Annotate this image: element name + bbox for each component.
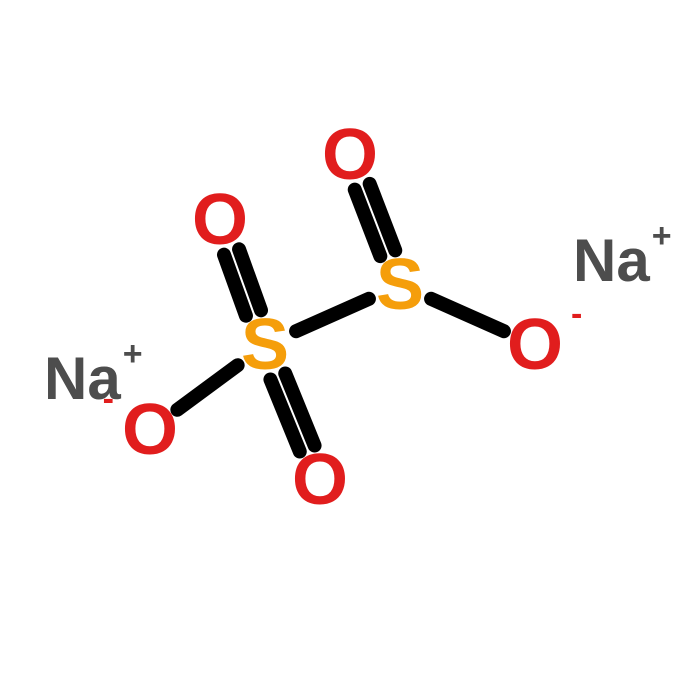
atom-s: S (376, 245, 424, 325)
atom-o: O (507, 305, 563, 385)
atom-o: O (122, 390, 178, 470)
bond (296, 299, 369, 331)
sodium-cation: Na+ (573, 217, 672, 294)
atom-o: O (292, 440, 348, 520)
atom-o: O (322, 115, 378, 195)
atom-s: S (241, 305, 289, 385)
charge-label: - (571, 295, 582, 333)
molecule-diagram: SSOOOO-O- Na+Na+ (0, 0, 700, 700)
bond (177, 365, 237, 410)
bond (431, 299, 504, 331)
atom-o: O (192, 180, 248, 260)
